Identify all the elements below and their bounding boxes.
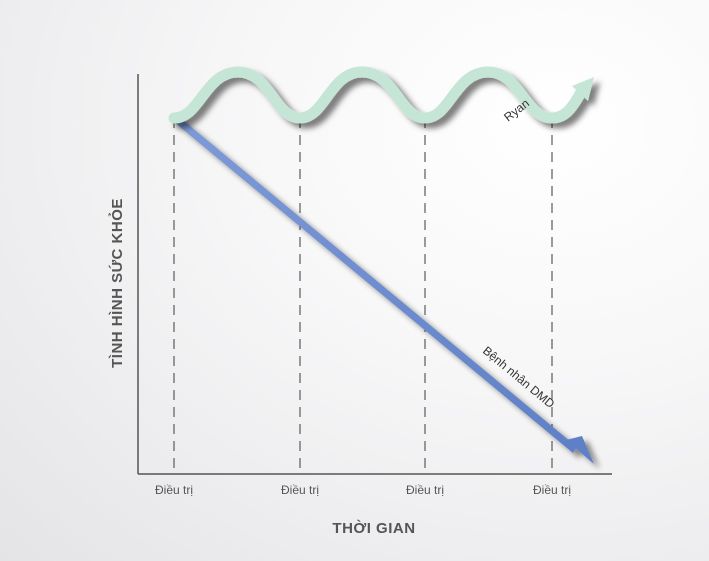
dmd-decline-arrow <box>174 116 594 464</box>
dmd-arrow-head <box>566 436 594 464</box>
ryan-wave-arrowhead <box>572 77 594 101</box>
dmd-arrow-shaft <box>174 116 577 453</box>
ryan-wave-band <box>168 66 586 124</box>
treatment-label-1: Điều trị <box>155 483 193 497</box>
treatment-label-4: Điều trị <box>533 483 571 497</box>
x-axis-title: THỜI GIAN <box>332 519 415 537</box>
y-axis-title: TÌNH HÌNH SỨC KHỎE <box>108 198 126 368</box>
treatment-label-3: Điều trị <box>406 483 444 497</box>
treatment-label-2: Điều trị <box>281 483 319 497</box>
treatment-guides <box>173 118 553 474</box>
ryan-wave <box>168 66 594 124</box>
